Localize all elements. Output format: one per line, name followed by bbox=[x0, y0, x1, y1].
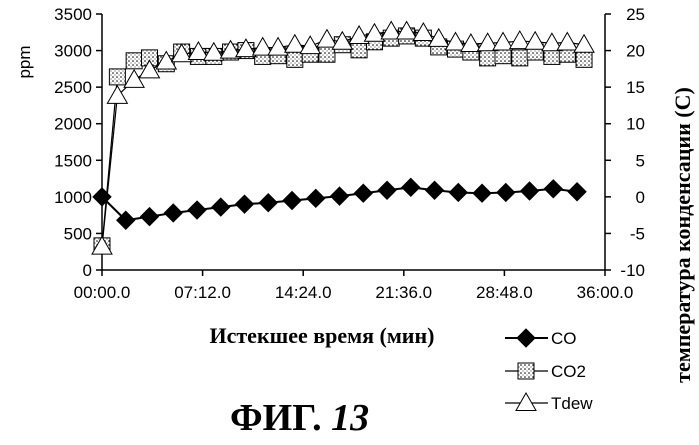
x-ticks: 00:00.0 07:12.0 14:24.0 21:36.0 28:48.0 36:00… bbox=[74, 270, 634, 302]
x-tick-label: 21:36.0 bbox=[375, 283, 432, 302]
right-y-tick-label: 0 bbox=[636, 188, 645, 207]
left-y-tick-label: 3500 bbox=[54, 5, 92, 24]
data-point-co bbox=[331, 187, 349, 205]
x-tick-label: 00:00.0 bbox=[74, 283, 131, 302]
figure-caption-number: 13 bbox=[331, 397, 369, 439]
x-axis-label: Истекшее время (мин) bbox=[210, 323, 435, 348]
left-y-tick-label: 1000 bbox=[54, 188, 92, 207]
data-point-tdew bbox=[124, 70, 144, 88]
right-y-tick-label: 5 bbox=[636, 151, 645, 170]
data-point-co bbox=[426, 181, 444, 199]
data-point-co bbox=[141, 208, 159, 226]
left-y-tick-label: 0 bbox=[83, 261, 92, 280]
data-point-co bbox=[307, 189, 325, 207]
legend-marker-square bbox=[518, 363, 534, 379]
x-tick-label: 07:12.0 bbox=[174, 283, 231, 302]
data-point-co2 bbox=[576, 51, 592, 67]
legend: CO CO2 Tdew bbox=[505, 329, 593, 413]
right-y-ticks: -10 -5 0 5 10 15 20 25 bbox=[605, 5, 645, 280]
legend-item-tdew: Tdew bbox=[505, 393, 593, 413]
left-y-tick-label: 3000 bbox=[54, 42, 92, 61]
data-point-co bbox=[164, 204, 182, 222]
data-point-co bbox=[212, 198, 230, 216]
legend-marker-triangle bbox=[516, 393, 536, 411]
data-point-co2 bbox=[351, 42, 367, 58]
data-point-co2 bbox=[512, 50, 528, 66]
data-point-co2 bbox=[480, 50, 496, 66]
legend-label: CO2 bbox=[551, 362, 586, 381]
data-point-co bbox=[449, 183, 467, 201]
series-co bbox=[93, 178, 586, 229]
right-y-axis-label: температура конденсации (C) bbox=[670, 87, 695, 383]
data-point-co2 bbox=[126, 53, 142, 69]
left-y-tick-label: 1500 bbox=[54, 151, 92, 170]
series-layer bbox=[92, 22, 594, 255]
left-y-tick-label: 2000 bbox=[54, 115, 92, 134]
data-point-co bbox=[521, 182, 539, 200]
legend-item-co2: CO2 bbox=[505, 362, 586, 381]
legend-label: Tdew bbox=[551, 394, 593, 413]
data-point-co bbox=[236, 195, 254, 213]
data-point-co bbox=[259, 194, 277, 212]
data-point-co bbox=[188, 201, 206, 219]
figure-caption-prefix: ФИГ. bbox=[230, 397, 322, 439]
data-point-tdew bbox=[525, 32, 545, 50]
data-point-co2 bbox=[109, 69, 125, 85]
right-y-tick-label: 10 bbox=[626, 115, 645, 134]
data-point-co bbox=[354, 184, 372, 202]
left-y-axis-label: ppm bbox=[15, 45, 34, 78]
legend-label: CO bbox=[551, 329, 577, 348]
x-tick-label: 36:00.0 bbox=[577, 283, 634, 302]
data-point-co bbox=[497, 183, 515, 201]
legend-item-co: CO bbox=[505, 329, 577, 348]
legend-marker-diamond bbox=[517, 329, 535, 347]
x-tick-label: 28:48.0 bbox=[476, 283, 533, 302]
data-point-co bbox=[402, 178, 420, 196]
right-y-tick-label: -10 bbox=[620, 261, 645, 280]
data-point-co bbox=[544, 180, 562, 198]
right-y-tick-label: 15 bbox=[626, 78, 645, 97]
figure-caption: ФИГ. 13 bbox=[230, 397, 369, 439]
right-y-tick-label: 20 bbox=[626, 42, 645, 61]
data-point-co bbox=[568, 183, 586, 201]
data-point-co bbox=[378, 181, 396, 199]
right-y-tick-label: 25 bbox=[626, 5, 645, 24]
left-y-tick-label: 2500 bbox=[54, 78, 92, 97]
x-tick-label: 14:24.0 bbox=[275, 283, 332, 302]
data-point-tdew bbox=[285, 35, 305, 53]
right-y-tick-label: -5 bbox=[630, 224, 645, 243]
data-point-tdew bbox=[557, 33, 577, 51]
data-point-co bbox=[283, 192, 301, 210]
data-point-co bbox=[473, 184, 491, 202]
left-y-tick-label: 500 bbox=[64, 224, 92, 243]
